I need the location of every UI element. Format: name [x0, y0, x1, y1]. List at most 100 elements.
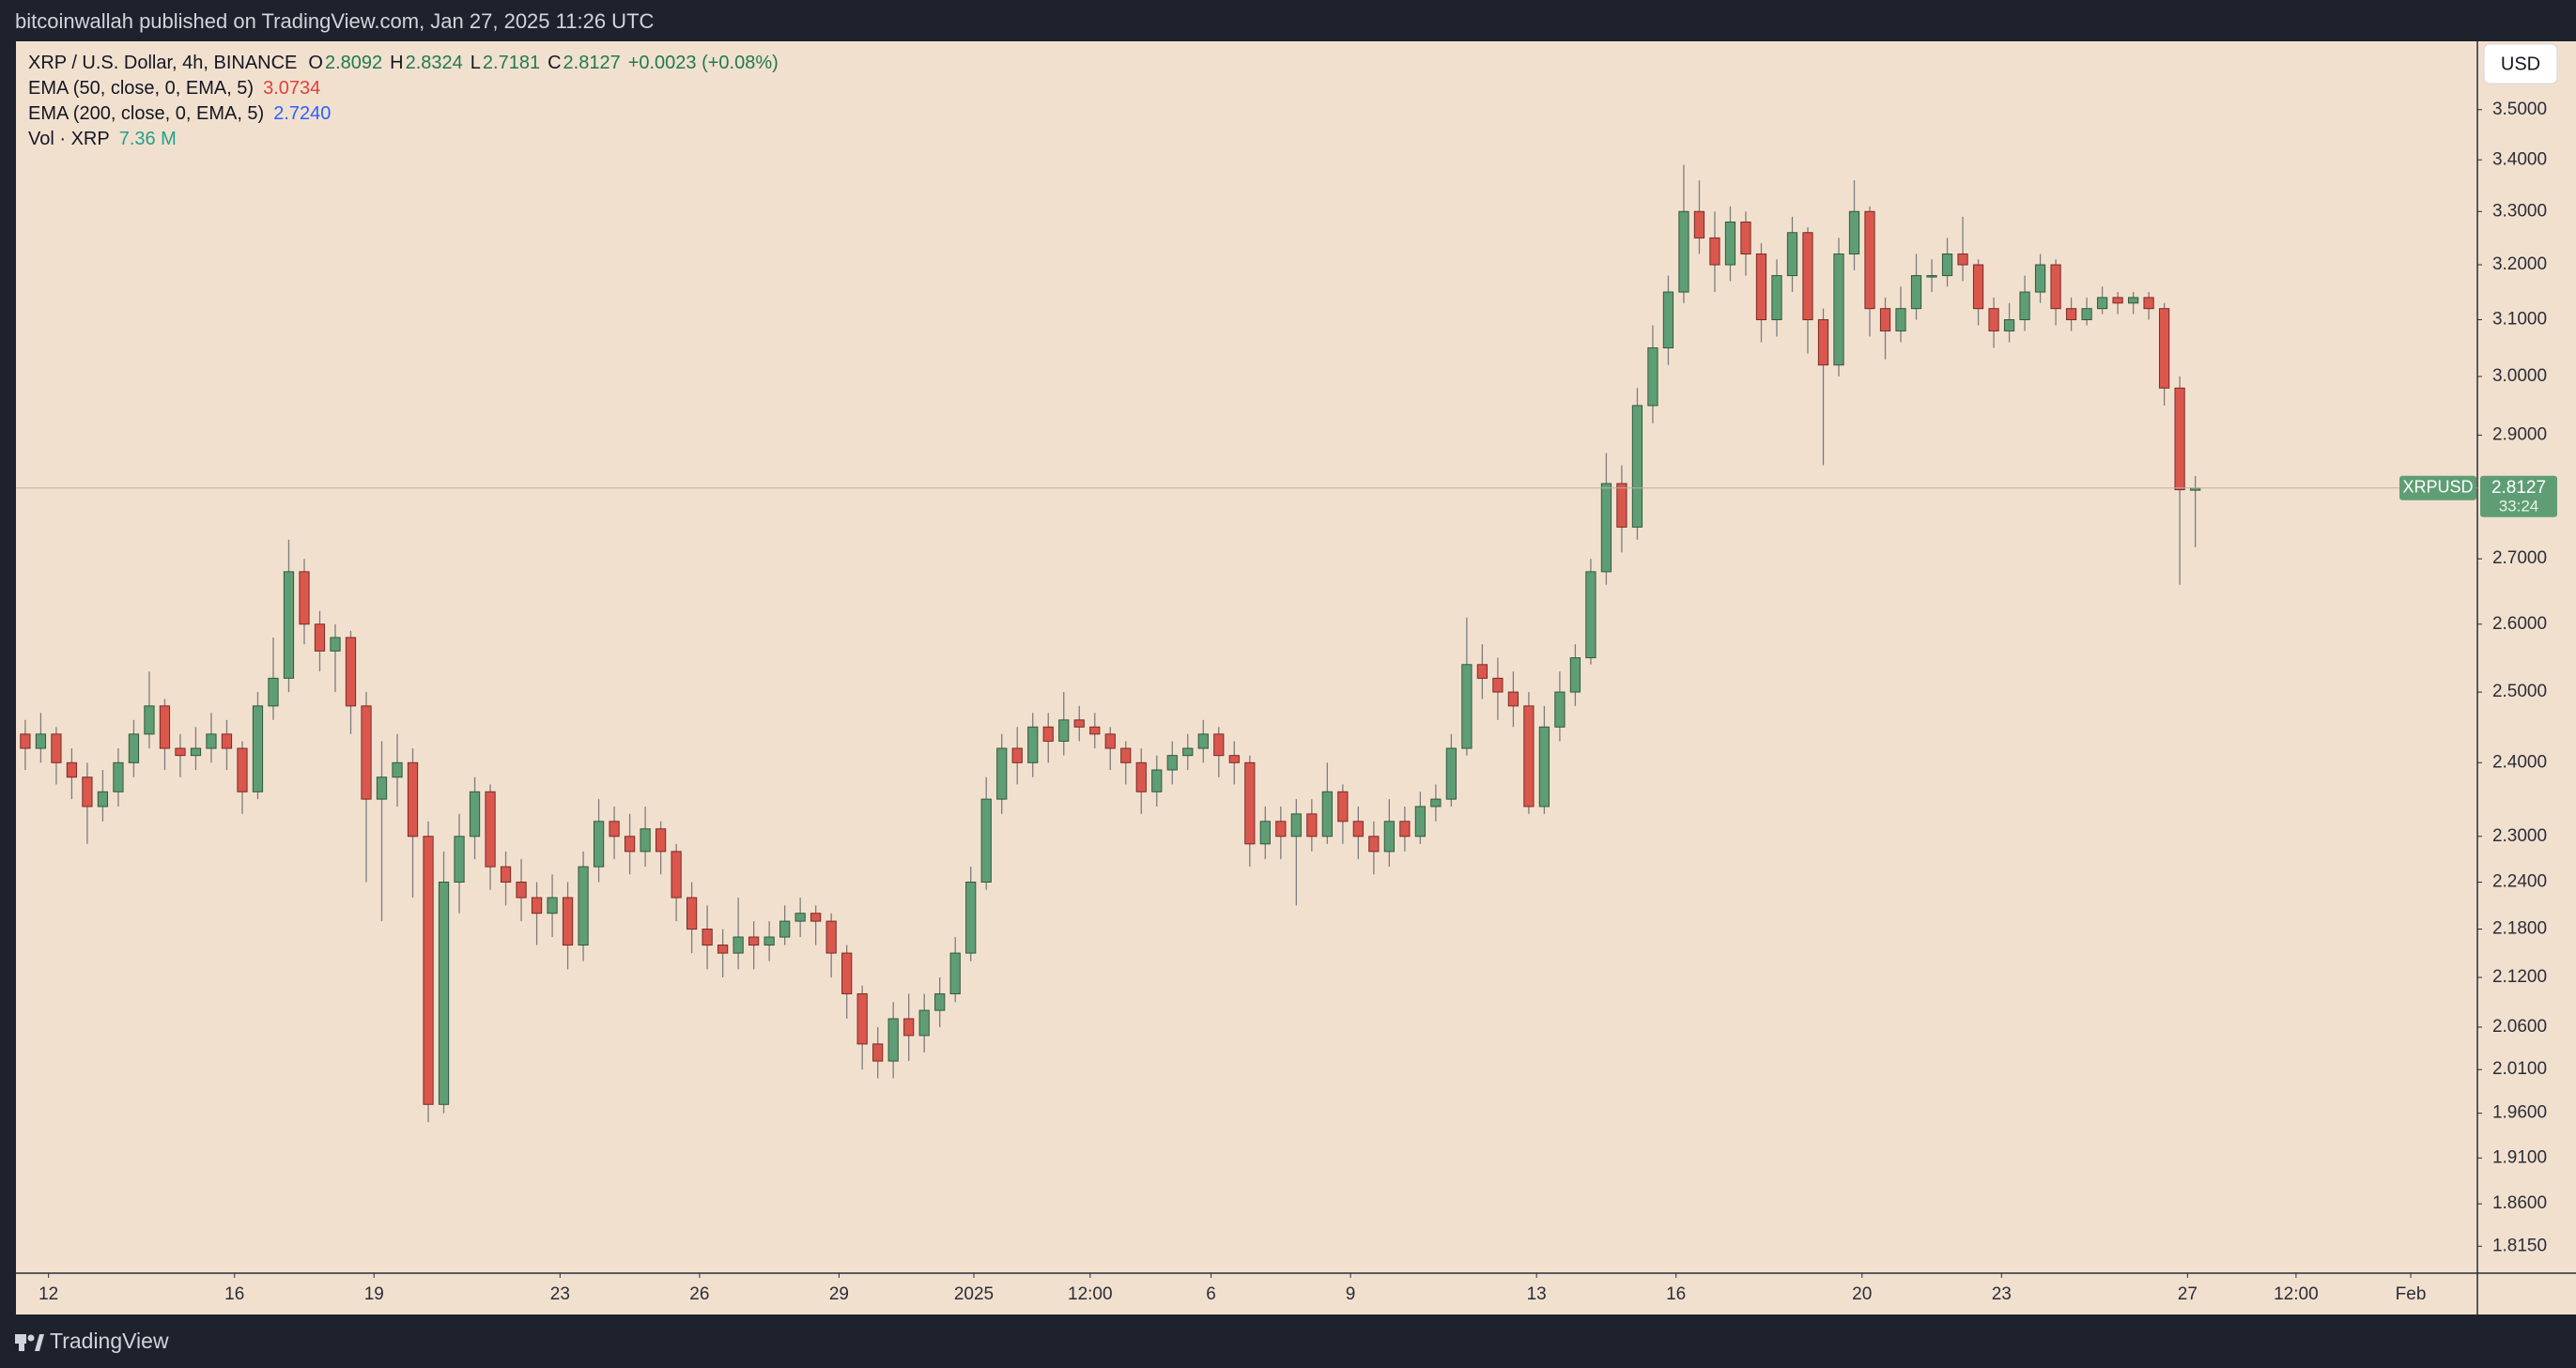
candle-body — [1321, 791, 1333, 838]
candle-body — [1151, 769, 1163, 792]
candle-body — [1290, 813, 1302, 838]
candle-body — [1306, 813, 1318, 838]
candle-body — [825, 920, 837, 954]
candle-body — [485, 791, 496, 868]
candle-body — [1569, 657, 1581, 693]
x-tick-label: 23 — [550, 1284, 570, 1304]
price-tag-price: 2.8127 — [2491, 478, 2546, 498]
candle-body — [1616, 483, 1627, 528]
candle-body — [996, 747, 1008, 800]
candle-body — [1538, 726, 1550, 807]
candle-body — [1182, 747, 1194, 757]
indicator-value: 7.36 M — [118, 129, 177, 149]
candle-body — [1352, 821, 1364, 838]
x-tick-label: 13 — [1527, 1284, 1547, 1304]
price-tag-symbol: XRPUSD — [2402, 478, 2473, 497]
y-tick-label: 2.5000 — [2492, 682, 2547, 701]
candle-body — [1275, 821, 1287, 838]
candle-body — [1786, 232, 1798, 277]
candle-body — [1383, 821, 1395, 853]
candle-body — [1910, 275, 1922, 310]
candle-body — [206, 733, 217, 749]
candle-body — [918, 1009, 930, 1037]
candle-body — [516, 882, 527, 899]
symbol: XRP / U.S. Dollar, 4h, BINANCE — [28, 53, 298, 73]
candle-body — [1120, 747, 1132, 763]
ohlc-label: H — [390, 53, 404, 73]
candle-body — [144, 705, 155, 735]
candle-body — [1228, 755, 1240, 763]
ohlc-label: O — [308, 53, 323, 73]
candle-body — [671, 851, 682, 899]
candle-body — [1073, 719, 1085, 728]
x-tick-label: 19 — [364, 1284, 384, 1304]
x-tick-label: 16 — [1666, 1284, 1686, 1304]
x-tick-label: Feb — [2396, 1284, 2427, 1304]
candle-body — [1926, 275, 1937, 278]
x-tick-label: 6 — [1206, 1284, 1216, 1304]
x-tick-label: 12 — [39, 1284, 58, 1304]
candle-body — [314, 623, 326, 652]
candle-body — [1941, 254, 1953, 277]
candle-body — [1647, 347, 1658, 407]
x-tick-label: 16 — [224, 1284, 244, 1304]
candle-body — [1631, 405, 1643, 528]
candle-body — [1011, 747, 1023, 763]
y-tick-label: 1.9600 — [2492, 1103, 2547, 1123]
x-tick-label: 29 — [829, 1284, 849, 1304]
plot-area — [16, 164, 2477, 1123]
candle-body — [1693, 210, 1705, 238]
candle-body — [1740, 221, 1751, 255]
candle-body — [2143, 297, 2154, 310]
candle-body — [686, 897, 698, 930]
candle-body — [1755, 254, 1767, 321]
candle-body — [1507, 691, 1519, 707]
candle-body — [1585, 571, 1597, 659]
candle-body — [159, 705, 171, 749]
y-tick-label: 2.9000 — [2492, 424, 2547, 444]
indicator-row: Vol · XRP 7.36 M — [28, 127, 786, 152]
indicator-row: EMA (200, close, 0, EMA, 5) 2.7240 — [28, 101, 786, 127]
candle-body — [454, 836, 465, 884]
x-tick-label: 2025 — [954, 1284, 994, 1304]
candle-body — [1213, 733, 1225, 757]
candle-body — [97, 791, 109, 807]
candle-body — [640, 828, 651, 853]
candle-body — [1833, 254, 1844, 366]
y-tick-label: 2.1200 — [2492, 967, 2547, 987]
candle-body — [500, 866, 512, 884]
indicator-name: Vol · XRP — [28, 129, 110, 149]
currency-label[interactable]: USD — [2501, 54, 2540, 74]
indicator-row: EMA (50, close, 0, EMA, 5) 3.0734 — [28, 76, 786, 101]
candle-body — [593, 821, 605, 868]
candle-body — [330, 637, 341, 652]
candle-body — [237, 747, 248, 792]
candle-body — [841, 952, 853, 994]
candle-body — [1600, 483, 1612, 573]
candle-body — [1817, 319, 1829, 366]
candle-body — [733, 936, 744, 954]
legend: XRP / U.S. Dollar, 4h, BINANCE O 2.8092 H 2.… — [28, 51, 786, 152]
candle-body — [1895, 308, 1906, 331]
candle-body — [268, 677, 279, 707]
candle-body — [2050, 264, 2061, 310]
ohlc-value: 2.8127 — [563, 53, 621, 73]
candle-body — [1988, 308, 1999, 331]
indicator-value: 2.7240 — [273, 103, 332, 124]
candle-body — [283, 571, 295, 679]
candle-body — [1042, 726, 1054, 742]
indicator-name: EMA (50, close, 0, EMA, 5) — [28, 78, 255, 99]
candle-body — [1724, 221, 1736, 266]
candle-body — [221, 733, 233, 749]
candle-body — [82, 776, 93, 807]
price-tag-countdown: 33:24 — [2499, 497, 2539, 515]
currency-button[interactable] — [2483, 43, 2558, 85]
ohlc-value: 2.7181 — [482, 53, 541, 73]
candle-body — [1414, 806, 1426, 838]
y-tick-label: 3.1000 — [2492, 310, 2547, 330]
candle-body — [810, 913, 822, 922]
candle-body — [794, 913, 806, 922]
candle-body — [531, 897, 543, 915]
candle-body — [2034, 264, 2046, 293]
